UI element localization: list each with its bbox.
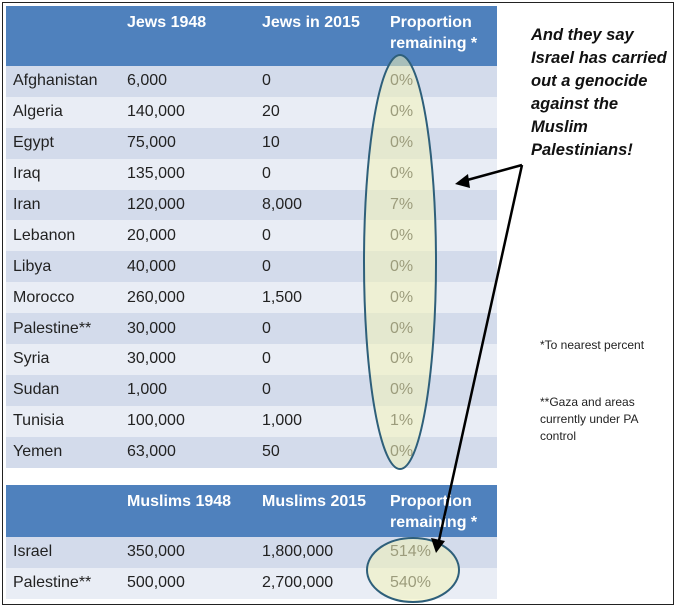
- cell-proportion: 0%: [383, 220, 497, 252]
- table-row: Lebanon 20,000 0 0%: [6, 220, 497, 252]
- table-row: Iran 120,000 8,000 7%: [6, 189, 497, 221]
- cell-count-2015: 50: [255, 436, 383, 468]
- cell-count-1948: 260,000: [120, 282, 255, 314]
- cell-proportion: 1%: [383, 405, 497, 437]
- cell-proportion: 0%: [383, 374, 497, 406]
- cell-country: Palestine**: [6, 567, 120, 599]
- cell-country: Lebanon: [6, 220, 120, 252]
- cell-count-2015: 1,500: [255, 282, 383, 314]
- cell-proportion: 0%: [383, 436, 497, 468]
- table-row: Palestine** 500,000 2,700,000 540%: [6, 567, 497, 599]
- cell-count-1948: 6,000: [120, 66, 255, 97]
- cell-proportion: 0%: [383, 313, 497, 345]
- table-row: Syria 30,000 0 0%: [6, 344, 497, 375]
- cell-proportion: 514%: [383, 537, 497, 568]
- header-proportion: Proportion remaining *: [383, 485, 497, 537]
- table-header-row: Jews 1948 Jews in 2015 Proportion remain…: [6, 6, 497, 66]
- cell-country: Morocco: [6, 282, 120, 314]
- cell-country: Syria: [6, 344, 120, 375]
- header-country: [6, 6, 120, 66]
- table-row: Yemen 63,000 50 0%: [6, 436, 497, 468]
- cell-country: Yemen: [6, 436, 120, 468]
- cell-count-2015: 0: [255, 251, 383, 283]
- cell-count-2015: 1,000: [255, 405, 383, 437]
- cell-count-2015: 0: [255, 344, 383, 375]
- table-row: Iraq 135,000 0 0%: [6, 158, 497, 190]
- cell-proportion: 0%: [383, 251, 497, 283]
- table-row: Palestine** 30,000 0 0%: [6, 313, 497, 345]
- table-row: Tunisia 100,000 1,000 1%: [6, 405, 497, 437]
- cell-country: Afghanistan: [6, 66, 120, 97]
- cell-proportion: 7%: [383, 189, 497, 221]
- cell-count-1948: 30,000: [120, 313, 255, 345]
- cell-count-2015: 1,800,000: [255, 537, 383, 568]
- cell-proportion: 0%: [383, 66, 497, 97]
- cell-count-2015: 10: [255, 127, 383, 159]
- cell-count-2015: 2,700,000: [255, 567, 383, 599]
- cell-country: Egypt: [6, 127, 120, 159]
- header-jews-1948: Jews 1948: [120, 6, 255, 66]
- cell-country: Israel: [6, 537, 120, 568]
- cell-count-1948: 75,000: [120, 127, 255, 159]
- footnote-nearest-percent: *To nearest percent: [540, 338, 645, 352]
- table-header-row: Muslims 1948 Muslims 2015 Proportion rem…: [6, 485, 497, 537]
- cell-count-2015: 0: [255, 220, 383, 252]
- cell-count-2015: 0: [255, 374, 383, 406]
- cell-count-1948: 140,000: [120, 96, 255, 128]
- cell-proportion: 0%: [383, 127, 497, 159]
- cell-country: Algeria: [6, 96, 120, 128]
- cell-count-1948: 120,000: [120, 189, 255, 221]
- table-row: Libya 40,000 0 0%: [6, 251, 497, 283]
- header-muslims-2015: Muslims 2015: [255, 485, 383, 537]
- table-row: Algeria 140,000 20 0%: [6, 96, 497, 128]
- cell-proportion: 540%: [383, 567, 497, 599]
- table-row: Egypt 75,000 10 0%: [6, 127, 497, 159]
- header-jews-2015: Jews in 2015: [255, 6, 383, 66]
- header-proportion: Proportion remaining *: [383, 6, 497, 66]
- table-row: Sudan 1,000 0 0%: [6, 374, 497, 406]
- cell-count-2015: 0: [255, 313, 383, 345]
- cell-count-2015: 0: [255, 158, 383, 190]
- jews-population-table: Jews 1948 Jews in 2015 Proportion remain…: [6, 6, 497, 468]
- cell-country: Palestine**: [6, 313, 120, 345]
- cell-count-1948: 63,000: [120, 436, 255, 468]
- header-country: [6, 485, 120, 537]
- cell-country: Iran: [6, 189, 120, 221]
- muslims-population-table: Muslims 1948 Muslims 2015 Proportion rem…: [6, 485, 497, 599]
- cell-proportion: 0%: [383, 344, 497, 375]
- header-muslims-1948: Muslims 1948: [120, 485, 255, 537]
- footnote-gaza: **Gaza and areas currently under PA cont…: [540, 395, 638, 443]
- table-row: Israel 350,000 1,800,000 514%: [6, 537, 497, 568]
- comment-text: And they say Israel has carried out a ge…: [531, 26, 667, 159]
- cell-count-1948: 40,000: [120, 251, 255, 283]
- cell-count-1948: 100,000: [120, 405, 255, 437]
- cell-count-1948: 500,000: [120, 567, 255, 599]
- cell-count-2015: 8,000: [255, 189, 383, 221]
- cell-proportion: 0%: [383, 96, 497, 128]
- cell-count-1948: 20,000: [120, 220, 255, 252]
- cell-country: Libya: [6, 251, 120, 283]
- cell-proportion: 0%: [383, 282, 497, 314]
- cell-country: Sudan: [6, 374, 120, 406]
- table-row: Afghanistan 6,000 0 0%: [6, 66, 497, 97]
- cell-count-2015: 20: [255, 96, 383, 128]
- cell-count-1948: 135,000: [120, 158, 255, 190]
- cell-country: Iraq: [6, 158, 120, 190]
- cell-proportion: 0%: [383, 158, 497, 190]
- cell-country: Tunisia: [6, 405, 120, 437]
- table-row: Morocco 260,000 1,500 0%: [6, 282, 497, 314]
- cell-count-1948: 30,000: [120, 344, 255, 375]
- cell-count-1948: 1,000: [120, 374, 255, 406]
- cell-count-1948: 350,000: [120, 537, 255, 568]
- cell-count-2015: 0: [255, 66, 383, 97]
